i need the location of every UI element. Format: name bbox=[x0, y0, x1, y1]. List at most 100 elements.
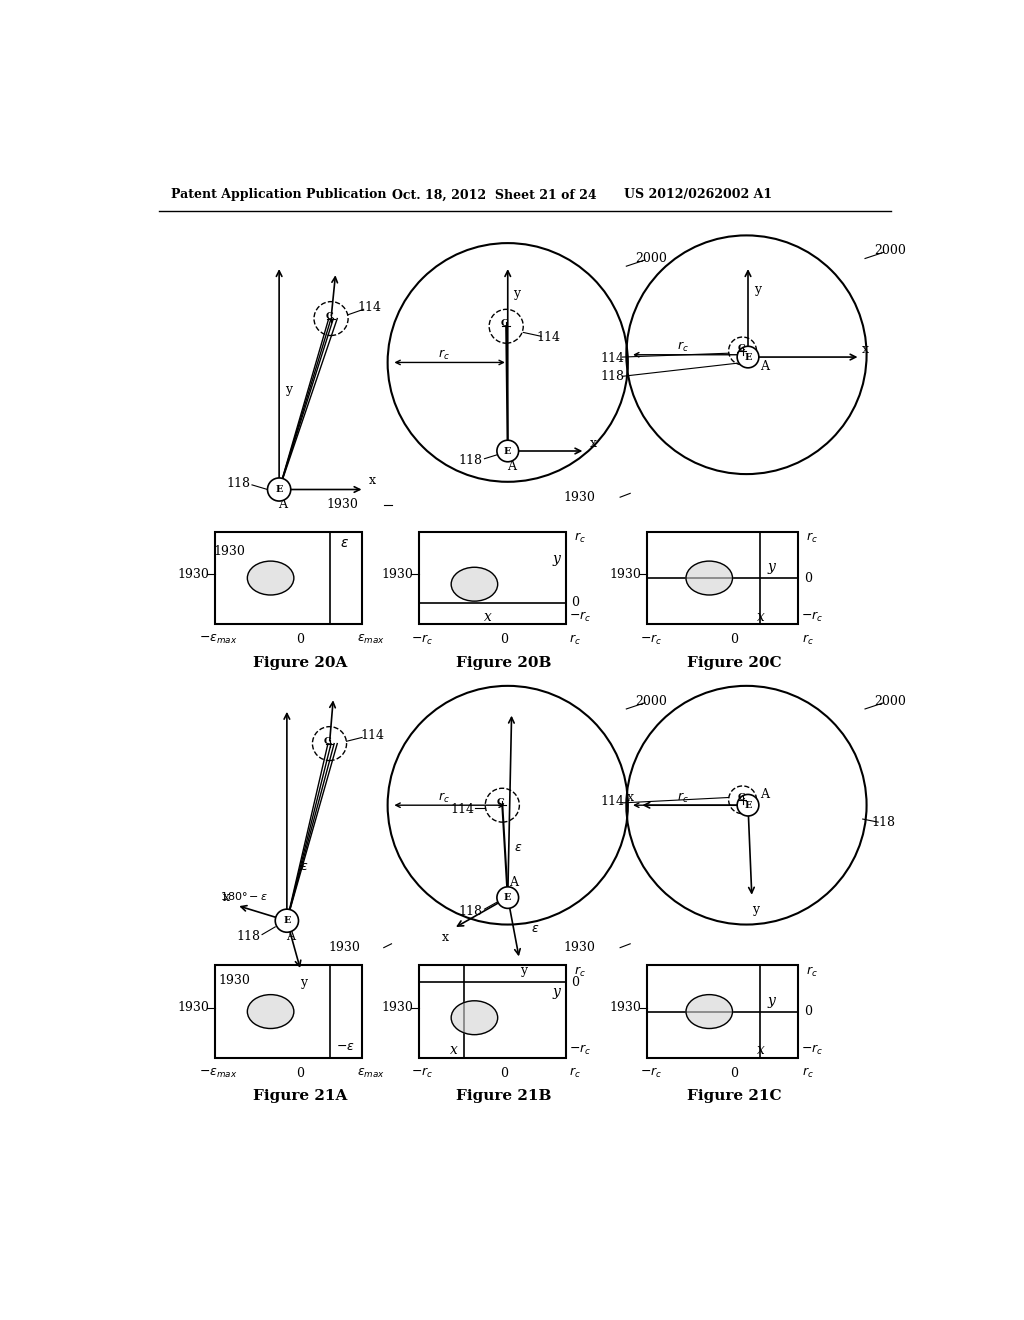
Text: x: x bbox=[627, 791, 634, 804]
Text: x: x bbox=[223, 891, 230, 904]
Text: 0: 0 bbox=[296, 634, 304, 647]
Circle shape bbox=[497, 887, 518, 908]
Text: $r_c$: $r_c$ bbox=[569, 632, 581, 647]
Text: 2000: 2000 bbox=[635, 694, 667, 708]
Text: Figure 21C: Figure 21C bbox=[687, 1089, 781, 1104]
Text: $\varepsilon$: $\varepsilon$ bbox=[530, 921, 539, 935]
Text: y: y bbox=[753, 903, 760, 916]
Text: C: C bbox=[737, 793, 744, 803]
Ellipse shape bbox=[452, 568, 498, 601]
Text: $r_c$: $r_c$ bbox=[677, 341, 689, 354]
Bar bbox=[419, 965, 566, 1057]
Text: 118: 118 bbox=[459, 454, 482, 467]
Text: $r_c$: $r_c$ bbox=[438, 791, 451, 805]
Text: Figure 21A: Figure 21A bbox=[253, 1089, 347, 1104]
Text: 0: 0 bbox=[500, 1067, 508, 1080]
Circle shape bbox=[737, 795, 759, 816]
Text: A: A bbox=[510, 875, 518, 888]
Text: 1930: 1930 bbox=[329, 941, 360, 954]
Text: $r_c$: $r_c$ bbox=[807, 965, 818, 978]
Text: $-r_c$: $-r_c$ bbox=[568, 610, 591, 623]
Text: 1930: 1930 bbox=[219, 974, 251, 987]
Text: Figure 20A: Figure 20A bbox=[253, 656, 347, 669]
Text: 0: 0 bbox=[730, 634, 738, 647]
Text: $\varepsilon_{max}$: $\varepsilon_{max}$ bbox=[357, 634, 385, 647]
Text: $\varepsilon$: $\varepsilon$ bbox=[300, 861, 308, 874]
Text: $r_c$: $r_c$ bbox=[438, 347, 451, 362]
Text: US 2012/0262002 A1: US 2012/0262002 A1 bbox=[624, 189, 772, 202]
Text: y: y bbox=[754, 282, 761, 296]
Text: $r_c$: $r_c$ bbox=[807, 531, 818, 545]
Text: 0: 0 bbox=[804, 572, 812, 585]
Text: E: E bbox=[504, 894, 512, 902]
Text: Patent Application Publication: Patent Application Publication bbox=[171, 189, 386, 202]
Text: 114: 114 bbox=[600, 352, 625, 366]
Text: $r_c$: $r_c$ bbox=[569, 1067, 581, 1080]
Text: $\varepsilon$: $\varepsilon$ bbox=[514, 841, 522, 854]
Text: 0: 0 bbox=[500, 634, 508, 647]
Text: $-r_c$: $-r_c$ bbox=[412, 1067, 433, 1080]
Bar bbox=[419, 532, 566, 624]
Text: y: y bbox=[767, 560, 775, 574]
Text: 114: 114 bbox=[600, 795, 625, 808]
Text: $-r_c$: $-r_c$ bbox=[640, 632, 663, 647]
Text: $r_c$: $r_c$ bbox=[802, 1067, 814, 1080]
Text: 0: 0 bbox=[730, 1067, 738, 1080]
Text: C: C bbox=[324, 737, 332, 746]
Text: $180°-\varepsilon$: $180°-\varepsilon$ bbox=[220, 890, 268, 902]
Text: 2000: 2000 bbox=[873, 244, 906, 257]
Text: $r_c$: $r_c$ bbox=[802, 632, 814, 647]
Text: x: x bbox=[757, 1043, 765, 1057]
Text: $\varepsilon$: $\varepsilon$ bbox=[341, 536, 349, 550]
Text: y: y bbox=[520, 964, 526, 977]
Text: A: A bbox=[287, 929, 295, 942]
Text: y: y bbox=[553, 985, 560, 999]
Text: Figure 20C: Figure 20C bbox=[687, 656, 781, 669]
Text: 2000: 2000 bbox=[635, 252, 667, 265]
Text: x: x bbox=[484, 610, 493, 623]
Ellipse shape bbox=[686, 995, 732, 1028]
Bar bbox=[647, 532, 799, 624]
Text: A: A bbox=[761, 360, 770, 372]
Text: Figure 20B: Figure 20B bbox=[456, 656, 552, 669]
Text: 2000: 2000 bbox=[873, 694, 906, 708]
Text: 1930: 1930 bbox=[177, 568, 209, 581]
Text: 118: 118 bbox=[871, 816, 896, 829]
Text: 0: 0 bbox=[296, 1067, 304, 1080]
Text: 114: 114 bbox=[450, 803, 474, 816]
Text: 1930: 1930 bbox=[609, 1001, 641, 1014]
Text: $-r_c$: $-r_c$ bbox=[801, 1043, 823, 1057]
Text: E: E bbox=[275, 484, 283, 494]
Text: x: x bbox=[862, 343, 869, 356]
Text: 1930: 1930 bbox=[327, 499, 358, 511]
Text: $-\varepsilon_{max}$: $-\varepsilon_{max}$ bbox=[200, 634, 238, 647]
Text: 118: 118 bbox=[237, 929, 260, 942]
Bar bbox=[215, 965, 362, 1057]
Text: x: x bbox=[590, 437, 597, 450]
Text: C: C bbox=[326, 312, 334, 321]
Text: 114: 114 bbox=[537, 331, 561, 345]
Text: E: E bbox=[744, 352, 752, 362]
Text: E: E bbox=[504, 446, 512, 455]
Text: A: A bbox=[507, 459, 516, 473]
Text: C: C bbox=[501, 319, 509, 329]
Text: y: y bbox=[767, 994, 775, 1007]
Text: 114: 114 bbox=[360, 730, 384, 742]
Text: 114: 114 bbox=[357, 301, 382, 314]
Text: $-r_c$: $-r_c$ bbox=[640, 1067, 663, 1080]
Text: $-r_c$: $-r_c$ bbox=[801, 610, 823, 623]
Text: $-r_c$: $-r_c$ bbox=[568, 1043, 591, 1057]
Text: 1930: 1930 bbox=[213, 545, 245, 557]
Text: y: y bbox=[285, 383, 292, 396]
Text: 0: 0 bbox=[571, 597, 580, 610]
Ellipse shape bbox=[248, 995, 294, 1028]
Bar bbox=[215, 532, 362, 624]
Text: y: y bbox=[553, 552, 560, 566]
Text: 1930: 1930 bbox=[609, 568, 641, 581]
Circle shape bbox=[497, 441, 518, 462]
Text: A: A bbox=[761, 788, 770, 801]
Text: 0: 0 bbox=[804, 1005, 812, 1018]
Text: x: x bbox=[450, 1043, 458, 1057]
Text: Oct. 18, 2012  Sheet 21 of 24: Oct. 18, 2012 Sheet 21 of 24 bbox=[391, 189, 596, 202]
Text: y: y bbox=[300, 975, 307, 989]
